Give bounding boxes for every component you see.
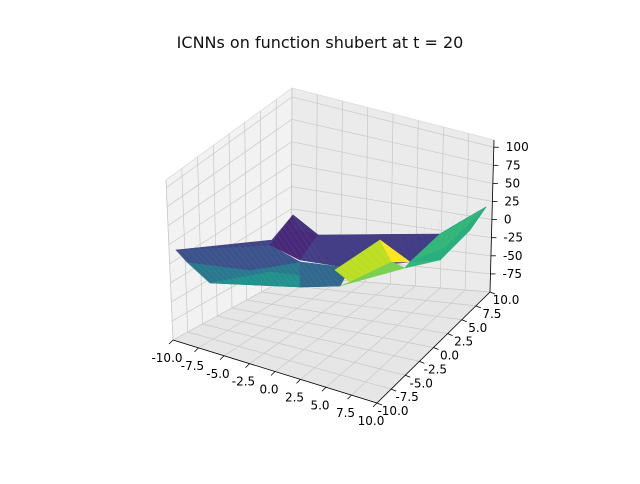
x-tick xyxy=(220,356,224,360)
x-tick-label: -10.0 xyxy=(151,351,182,365)
y-tick xyxy=(476,306,481,308)
y-tick xyxy=(448,334,453,336)
y-tick-label: 10.0 xyxy=(493,293,520,307)
x-tick xyxy=(169,340,173,344)
y-tick-label: -2.5 xyxy=(424,362,447,376)
y-tick-label: 2.5 xyxy=(454,335,473,349)
x-tick-label: 5.0 xyxy=(310,398,329,412)
x-tick-label: -7.5 xyxy=(181,359,204,373)
y-tick-label: 0.0 xyxy=(440,349,459,363)
y-tick-label: -7.5 xyxy=(395,390,418,404)
y-tick-label: 7.5 xyxy=(482,307,501,321)
z-tick-label: -25 xyxy=(503,231,523,245)
y-tick-label: -5.0 xyxy=(410,376,433,390)
z-tick-label: -75 xyxy=(502,267,522,281)
x-tick xyxy=(348,395,352,399)
x-tick-label: 0.0 xyxy=(259,383,278,397)
z-tick-label: 25 xyxy=(504,195,519,209)
z-tick-label: -50 xyxy=(503,249,523,263)
z-tick-label: 0 xyxy=(504,213,512,227)
y-tick xyxy=(434,348,439,350)
z-tick-label: 75 xyxy=(505,158,520,172)
y-tick-label: 5.0 xyxy=(468,321,487,335)
x-tick xyxy=(322,387,326,391)
y-tick xyxy=(462,320,467,322)
x-tick-label: -2.5 xyxy=(232,375,255,389)
z-tick-label: 100 xyxy=(506,140,529,154)
x-tick xyxy=(271,372,275,376)
y-tick-label: -10.0 xyxy=(377,404,408,418)
z-tick-label: 50 xyxy=(505,176,520,190)
x-tick xyxy=(373,403,377,407)
x-tick-label: 7.5 xyxy=(336,406,355,420)
x-tick-label: 2.5 xyxy=(285,390,304,404)
chart-title: ICNNs on function shubert at t = 20 xyxy=(0,33,640,52)
x-tick xyxy=(246,364,250,368)
x-tick-label: -5.0 xyxy=(206,367,229,381)
x-tick xyxy=(195,348,199,352)
x-tick xyxy=(297,379,301,383)
